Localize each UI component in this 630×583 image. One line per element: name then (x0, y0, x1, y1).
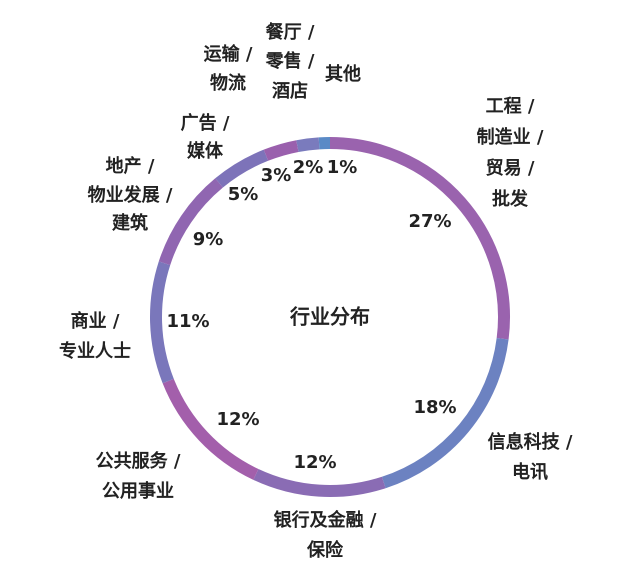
category-label: 媒体 (187, 140, 224, 162)
ring-segment (263, 140, 299, 161)
category-label: 地产 / (106, 155, 155, 177)
category-label: 酒店 (272, 80, 308, 102)
value-label: 9% (193, 229, 224, 250)
value-label: 3% (261, 165, 292, 186)
value-label: 12% (216, 409, 259, 430)
ring-segment (162, 378, 259, 480)
category-label: 运输 / (204, 43, 253, 65)
ring-segment (329, 137, 510, 340)
category-label: 公共服务 / (96, 450, 181, 472)
ring-segment (253, 468, 386, 497)
ring-segment (158, 178, 223, 266)
category-label: 餐厅 / (265, 21, 315, 43)
category-label: 专业人士 (59, 340, 131, 362)
category-label: 物流 (210, 72, 246, 94)
value-label: 27% (408, 211, 451, 232)
category-label: 银行及金融 / (274, 509, 377, 531)
ring-segment (150, 261, 174, 384)
category-label: 商业 / (71, 310, 120, 332)
category-label: 广告 / (181, 112, 230, 134)
value-label: 5% (228, 184, 259, 205)
value-label: 18% (413, 397, 456, 418)
category-label: 建筑 (112, 212, 148, 234)
ring-segment (381, 338, 509, 489)
category-label: 电讯 (512, 461, 548, 483)
category-label: 零售 / (265, 50, 315, 72)
category-label: 保险 (306, 539, 344, 561)
ring-segment (215, 149, 269, 188)
category-label: 制造业 / (477, 126, 544, 148)
value-label: 12% (293, 452, 336, 473)
category-label: 批发 (492, 188, 529, 210)
category-label: 信息科技 / (488, 431, 573, 453)
category-label: 公用事业 (102, 480, 174, 502)
ring-segment (296, 137, 320, 152)
category-label: 物业发展 / (88, 184, 173, 206)
category-label: 其他 (325, 63, 361, 85)
category-label: 工程 / (486, 96, 535, 117)
value-label: 11% (166, 311, 209, 332)
category-label: 贸易 / (486, 157, 535, 179)
value-label: 1% (327, 157, 358, 178)
chart-title: 行业分布 (289, 305, 370, 329)
value-label: 2% (293, 157, 324, 178)
